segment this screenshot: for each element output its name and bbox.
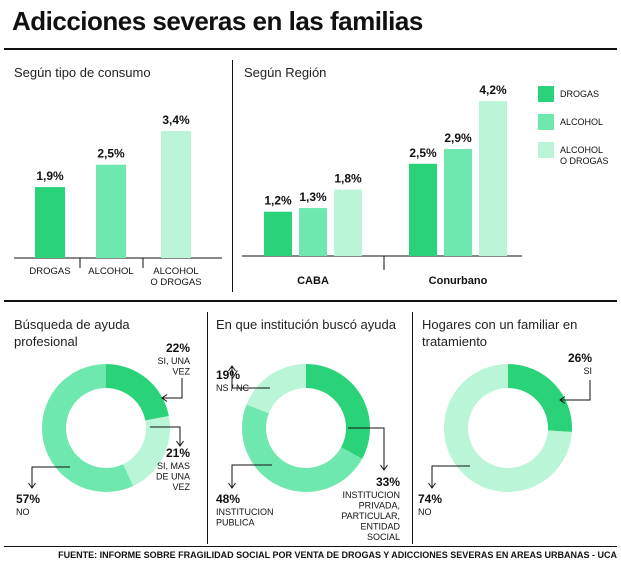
ayuda-arrow-2 — [176, 440, 184, 447]
consumo-bar-2 — [96, 164, 126, 258]
hogares-arrow-2 — [428, 482, 436, 489]
ayuda-label-2-desc: SI, MAS DE UNA VEZ — [156, 461, 191, 492]
ayuda-slice-2 — [123, 416, 170, 486]
hogares-label-1-pct: 26% — [568, 351, 592, 365]
ayuda-label-3-pct: 57% — [16, 492, 40, 506]
region-bar-2-1 — [409, 163, 437, 256]
page-title: Adicciones severas en las familias — [12, 6, 423, 36]
consumo-title: Según tipo de consumo — [14, 65, 151, 80]
bottom-divider-2 — [412, 312, 413, 544]
region-title: Según Región — [244, 65, 327, 80]
ayuda-slice-3 — [42, 364, 134, 493]
hogares-arrow-1 — [559, 396, 566, 404]
middle-rule — [4, 300, 617, 302]
region-bar-1-3 — [334, 189, 362, 256]
institucion-label-2-desc: INSTITUCION PUBLICA — [216, 507, 274, 528]
region-bar-1-2 — [299, 208, 327, 256]
ayuda-callout-2 — [150, 426, 181, 446]
institucion-label-1-pct: 33% — [376, 475, 400, 489]
top-divider — [232, 60, 233, 292]
consumo-bar-1 — [35, 187, 65, 258]
institucion-arrow-3 — [228, 365, 236, 372]
hogares-callout-2 — [431, 465, 470, 488]
consumo-value-label-3: 3,4% — [162, 113, 190, 127]
hogares-slice-1 — [508, 364, 572, 433]
source-rule — [4, 546, 617, 547]
consumo-category-label-3: ALCOHOL O DROGAS — [150, 266, 201, 288]
institucion-title: En que institución buscó ayuda — [216, 317, 396, 332]
ayuda-slice-1 — [106, 364, 169, 421]
hogares-label-2-pct: 74% — [418, 492, 442, 506]
consumo-bar-3 — [161, 131, 191, 258]
ayuda-label-1-pct: 22% — [166, 341, 190, 355]
title-rule — [4, 48, 617, 50]
region-value-label-2-1: 2,5% — [409, 146, 437, 160]
ayuda-title: Búsqueda de ayuda profesional — [14, 317, 130, 349]
institucion-label-3-pct: 19% — [216, 368, 240, 382]
region-category-label-2: Conurbano — [429, 275, 488, 287]
institucion-callout-3 — [231, 366, 270, 389]
region-bar-1-1 — [264, 211, 292, 256]
region-value-label-1-1: 1,2% — [264, 194, 292, 208]
ayuda-label-3-desc: NO — [16, 507, 30, 517]
ayuda-callout-3 — [31, 466, 70, 488]
legend-swatch-3 — [538, 142, 554, 158]
consumo-category-label-1: DROGAS — [29, 266, 70, 277]
bottom-divider-1 — [207, 312, 208, 544]
institucion-arrow-2 — [228, 482, 236, 489]
source-note: FUENTE: INFORME SOBRE FRAGILIDAD SOCIAL … — [58, 550, 617, 560]
ayuda-label-2-pct: 21% — [166, 446, 190, 460]
region-bar-2-3 — [479, 101, 507, 256]
consumo-category-label-2: ALCOHOL — [88, 266, 133, 277]
institucion-slice-2 — [242, 404, 363, 492]
region-bar-2-2 — [444, 149, 472, 256]
hogares-slice-2 — [444, 364, 572, 492]
consumo-value-label-2: 2,5% — [97, 147, 125, 161]
ayuda-arrow-3 — [28, 482, 36, 489]
legend-swatch-1 — [538, 86, 554, 102]
ayuda-callout-1 — [162, 378, 183, 399]
consumo-value-label-1: 1,9% — [36, 169, 64, 183]
institucion-callout-2 — [231, 464, 272, 488]
institucion-label-2-pct: 48% — [216, 492, 240, 506]
legend-swatch-2 — [538, 114, 554, 130]
hogares-label-2-desc: NO — [418, 507, 432, 517]
hogares-label-1-desc: SI — [583, 366, 592, 376]
institucion-slice-1 — [306, 364, 370, 459]
ayuda-arrow-1 — [161, 394, 168, 402]
legend-label-1: DROGAS — [560, 89, 599, 99]
legend-label-2: ALCOHOL — [560, 117, 603, 127]
ayuda-label-1-desc: SI, UNA VEZ — [157, 356, 190, 377]
region-value-label-1-3: 1,8% — [334, 172, 362, 186]
hogares-title: Hogares con un familiar en tratamiento — [422, 317, 578, 349]
region-value-label-1-2: 1,3% — [299, 190, 327, 204]
institucion-slice-3 — [246, 364, 306, 414]
institucion-arrow-1 — [380, 464, 388, 471]
region-category-label-1: CABA — [297, 275, 329, 287]
region-value-label-2-2: 2,9% — [444, 131, 472, 145]
charts-canvas: 1,9% DROGAS 2,5% ALCOHOL 3,4% ALCOHOL O DROGAS… — [14, 83, 609, 542]
legend-label-3: ALCOHOL O DROGAS — [560, 145, 609, 166]
region-value-label-2-3: 4,2% — [479, 83, 507, 97]
institucion-callout-1 — [348, 427, 385, 470]
institucion-label-1-desc: INSTITUCION PRIVADA, PARTICULAR, ENTIDAD SOC… — [341, 490, 400, 542]
hogares-callout-1 — [560, 380, 591, 401]
